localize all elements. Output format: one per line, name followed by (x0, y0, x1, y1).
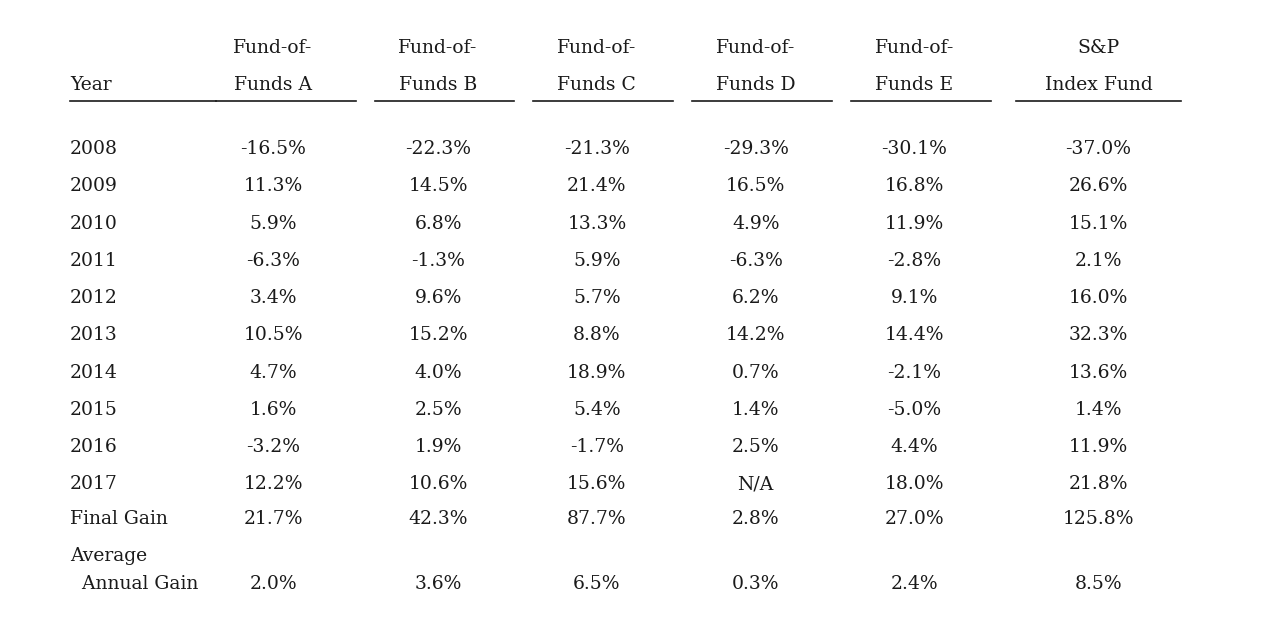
Text: 11.9%: 11.9% (885, 215, 944, 232)
Text: -21.3%: -21.3% (564, 140, 630, 158)
Text: 42.3%: 42.3% (409, 510, 467, 527)
Text: 2014: 2014 (70, 364, 118, 381)
Text: Year: Year (70, 76, 112, 94)
Text: 21.7%: 21.7% (244, 510, 302, 527)
Text: 2008: 2008 (70, 140, 118, 158)
Text: -1.7%: -1.7% (570, 438, 624, 456)
Text: 2009: 2009 (70, 178, 118, 195)
Text: 1.6%: 1.6% (249, 401, 297, 419)
Text: 14.2%: 14.2% (726, 327, 785, 344)
Text: 4.0%: 4.0% (414, 364, 462, 381)
Text: S&P: S&P (1077, 39, 1120, 57)
Text: 27.0%: 27.0% (885, 510, 944, 527)
Text: Final Gain: Final Gain (70, 510, 168, 527)
Text: -3.2%: -3.2% (246, 438, 300, 456)
Text: Funds C: Funds C (558, 76, 636, 94)
Text: 10.6%: 10.6% (409, 476, 467, 493)
Text: 0.7%: 0.7% (732, 364, 780, 381)
Text: Fund-of-: Fund-of- (234, 39, 312, 57)
Text: 18.0%: 18.0% (885, 476, 944, 493)
Text: 6.5%: 6.5% (573, 575, 621, 592)
Text: 5.4%: 5.4% (573, 401, 621, 419)
Text: 11.9%: 11.9% (1069, 438, 1128, 456)
Text: 6.2%: 6.2% (732, 289, 780, 307)
Text: 12.2%: 12.2% (244, 476, 302, 493)
Text: 14.4%: 14.4% (885, 327, 944, 344)
Text: 2017: 2017 (70, 476, 118, 493)
Text: 2010: 2010 (70, 215, 118, 232)
Text: 2.4%: 2.4% (890, 575, 939, 592)
Text: Fund-of-: Fund-of- (875, 39, 954, 57)
Text: -1.3%: -1.3% (411, 252, 465, 270)
Text: Fund-of-: Fund-of- (716, 39, 795, 57)
Text: 2.1%: 2.1% (1074, 252, 1123, 270)
Text: 14.5%: 14.5% (409, 178, 467, 195)
Text: 2011: 2011 (70, 252, 118, 270)
Text: 21.4%: 21.4% (568, 178, 626, 195)
Text: 0.3%: 0.3% (732, 575, 780, 592)
Text: 11.3%: 11.3% (244, 178, 302, 195)
Text: Index Fund: Index Fund (1045, 76, 1152, 94)
Text: 13.3%: 13.3% (568, 215, 626, 232)
Text: 5.9%: 5.9% (249, 215, 297, 232)
Text: Average: Average (70, 547, 147, 564)
Text: 26.6%: 26.6% (1069, 178, 1128, 195)
Text: 1.4%: 1.4% (1074, 401, 1123, 419)
Text: 2012: 2012 (70, 289, 118, 307)
Text: 2.5%: 2.5% (732, 438, 780, 456)
Text: 1.9%: 1.9% (414, 438, 462, 456)
Text: 21.8%: 21.8% (1069, 476, 1128, 493)
Text: 5.7%: 5.7% (573, 289, 621, 307)
Text: 10.5%: 10.5% (244, 327, 302, 344)
Text: -37.0%: -37.0% (1066, 140, 1132, 158)
Text: 16.0%: 16.0% (1069, 289, 1128, 307)
Text: 125.8%: 125.8% (1063, 510, 1134, 527)
Text: 9.6%: 9.6% (414, 289, 462, 307)
Text: Fund-of-: Fund-of- (399, 39, 478, 57)
Text: 15.6%: 15.6% (568, 476, 626, 493)
Text: 2.0%: 2.0% (249, 575, 297, 592)
Text: 4.7%: 4.7% (249, 364, 297, 381)
Text: 2015: 2015 (70, 401, 118, 419)
Text: -22.3%: -22.3% (405, 140, 471, 158)
Text: N/A: N/A (738, 476, 773, 493)
Text: Funds D: Funds D (716, 76, 795, 94)
Text: Fund-of-: Fund-of- (558, 39, 636, 57)
Text: -29.3%: -29.3% (723, 140, 789, 158)
Text: Funds E: Funds E (875, 76, 954, 94)
Text: 8.5%: 8.5% (1074, 575, 1123, 592)
Text: -30.1%: -30.1% (881, 140, 947, 158)
Text: 32.3%: 32.3% (1069, 327, 1128, 344)
Text: 13.6%: 13.6% (1069, 364, 1128, 381)
Text: 8.8%: 8.8% (573, 327, 621, 344)
Text: 18.9%: 18.9% (568, 364, 626, 381)
Text: 16.5%: 16.5% (726, 178, 785, 195)
Text: 15.2%: 15.2% (409, 327, 467, 344)
Text: 15.1%: 15.1% (1069, 215, 1128, 232)
Text: 6.8%: 6.8% (414, 215, 462, 232)
Text: -2.8%: -2.8% (888, 252, 941, 270)
Text: Funds A: Funds A (234, 76, 312, 94)
Text: 2013: 2013 (70, 327, 118, 344)
Text: 87.7%: 87.7% (568, 510, 626, 527)
Text: -16.5%: -16.5% (240, 140, 306, 158)
Text: 5.9%: 5.9% (573, 252, 621, 270)
Text: 3.6%: 3.6% (414, 575, 462, 592)
Text: 2016: 2016 (70, 438, 118, 456)
Text: 9.1%: 9.1% (890, 289, 939, 307)
Text: -2.1%: -2.1% (888, 364, 941, 381)
Text: 3.4%: 3.4% (249, 289, 297, 307)
Text: -5.0%: -5.0% (888, 401, 941, 419)
Text: Annual Gain: Annual Gain (70, 575, 198, 592)
Text: 16.8%: 16.8% (885, 178, 944, 195)
Text: 4.9%: 4.9% (732, 215, 780, 232)
Text: 2.5%: 2.5% (414, 401, 462, 419)
Text: 1.4%: 1.4% (732, 401, 780, 419)
Text: 4.4%: 4.4% (890, 438, 939, 456)
Text: Funds B: Funds B (399, 76, 478, 94)
Text: 2.8%: 2.8% (732, 510, 780, 527)
Text: -6.3%: -6.3% (246, 252, 300, 270)
Text: -6.3%: -6.3% (729, 252, 782, 270)
